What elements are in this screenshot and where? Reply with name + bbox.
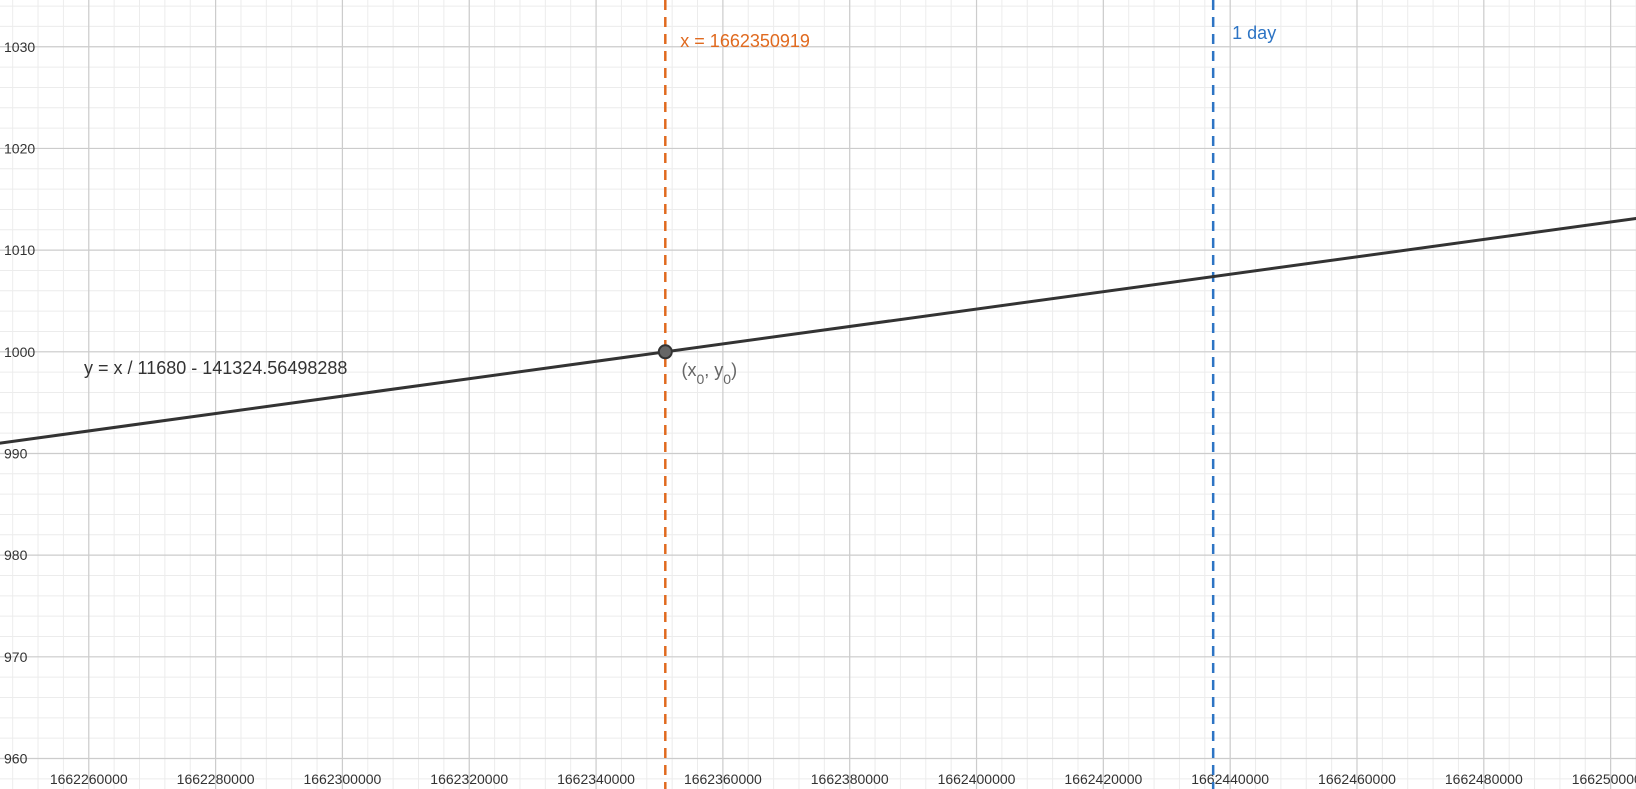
y-tick-label: 1020 — [4, 140, 35, 156]
line-equation-label: y = x / 11680 - 141324.56498288 — [84, 358, 347, 378]
y-axis-tick-labels: 960 970 980 990 1000 1010 1020 1030 — [4, 39, 35, 767]
series — [0, 217, 1636, 445]
y-tick-label: 990 — [4, 445, 28, 461]
x-tick-label: 1662360000 — [684, 771, 762, 787]
x-tick-label: 1662480000 — [1445, 771, 1523, 787]
x-tick-label: 1662420000 — [1064, 771, 1142, 787]
annotations: y = x / 11680 - 141324.56498288 x = 16623… — [84, 23, 1276, 387]
x-tick-label: 1662300000 — [303, 771, 381, 787]
x-tick-label: 1662400000 — [938, 771, 1016, 787]
vertical-line-x0-label: x = 1662350919 — [680, 31, 810, 51]
x-tick-label: 1662500000 — [1572, 771, 1636, 787]
x-tick-label: 1662320000 — [430, 771, 508, 787]
y-tick-label: 980 — [4, 547, 28, 563]
vertical-lines — [664, 0, 1215, 789]
y-tick-label: 1030 — [4, 39, 35, 55]
y-tick-label: 960 — [4, 750, 28, 766]
x-tick-label: 1662280000 — [177, 771, 255, 787]
x-tick-label: 1662440000 — [1191, 771, 1269, 787]
x-tick-label: 1662340000 — [557, 771, 635, 787]
point-label: (x0, y0) — [681, 360, 737, 387]
vertical-line-one-day-label: 1 day — [1232, 23, 1276, 43]
x-tick-label: 1662380000 — [811, 771, 889, 787]
x-tick-label: 1662460000 — [1318, 771, 1396, 787]
x-tick-label: 1662260000 — [50, 771, 128, 787]
x-axis-tick-labels: 1662260000 1662280000 1662300000 1662320000… — [50, 771, 1636, 787]
point-x0-y0 — [657, 344, 673, 360]
series-line — [0, 217, 1636, 445]
y-tick-label: 1000 — [4, 344, 35, 360]
y-tick-label: 970 — [4, 649, 28, 665]
y-tick-label: 1010 — [4, 242, 35, 258]
